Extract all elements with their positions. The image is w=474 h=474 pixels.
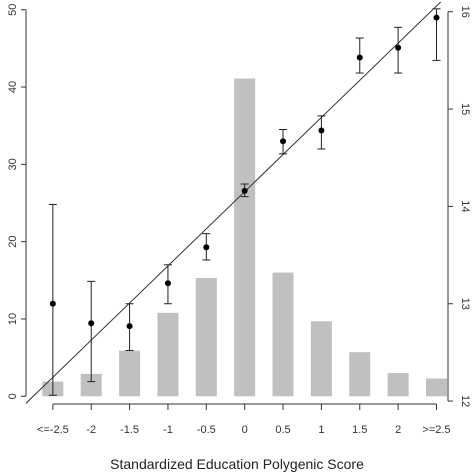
data-point: [126, 323, 133, 330]
x-axis-tick-label: -1: [163, 424, 173, 436]
bar: [119, 350, 141, 397]
data-point: [356, 54, 363, 61]
x-axis-tick-label: 1.5: [352, 424, 367, 436]
fit-line: [26, 2, 442, 404]
bar: [310, 321, 332, 397]
left-axis-tick-label: 50: [7, 4, 19, 16]
left-axis-tick-label: 20: [7, 236, 19, 248]
x-axis-tick-label: -1.5: [120, 424, 139, 436]
right-axis-tick-label: 12: [459, 395, 471, 407]
data-point: [241, 187, 248, 194]
x-axis-tick-label: 2: [395, 424, 401, 436]
fit-line-layer: [26, 2, 442, 404]
data-point: [433, 14, 440, 21]
left-axis-tick-label: 40: [7, 81, 19, 93]
data-point: [49, 300, 56, 307]
x-axis-tick-label: 0: [242, 424, 248, 436]
points-layer: [48, 8, 441, 396]
left-axis-tick-label: 30: [7, 158, 19, 170]
data-point: [280, 138, 287, 145]
x-axis-tick-label: <=-2.5: [37, 424, 69, 436]
x-axis-tick-label: -2: [86, 424, 96, 436]
bar: [195, 277, 217, 397]
data-point: [203, 244, 210, 251]
bar: [234, 78, 256, 397]
right-axis-tick-label: 15: [459, 103, 471, 115]
bar: [157, 312, 179, 397]
x-axis-tick-label: >=2.5: [422, 424, 450, 436]
x-axis-tick-label: 0.5: [275, 424, 290, 436]
left-axis-tick-label: 10: [7, 313, 19, 325]
bar: [387, 373, 409, 397]
bar: [349, 352, 371, 397]
bars-layer: [42, 78, 447, 397]
bar: [425, 378, 447, 397]
bar: [272, 272, 294, 397]
right-axis-tick-label: 14: [459, 200, 471, 212]
x-axis-tick-label: -0.5: [197, 424, 216, 436]
right-axis-tick-label: 16: [459, 6, 471, 18]
data-point: [318, 127, 325, 134]
right-axis-tick-label: 13: [459, 298, 471, 310]
x-axis-tick-label: 1: [318, 424, 324, 436]
data-point: [88, 320, 95, 327]
left-axis-tick-label: 0: [7, 393, 19, 399]
bar: [80, 373, 102, 397]
data-point: [395, 44, 402, 51]
x-axis-title: Standardized Education Polygenic Score: [110, 456, 364, 472]
data-point: [164, 280, 171, 287]
